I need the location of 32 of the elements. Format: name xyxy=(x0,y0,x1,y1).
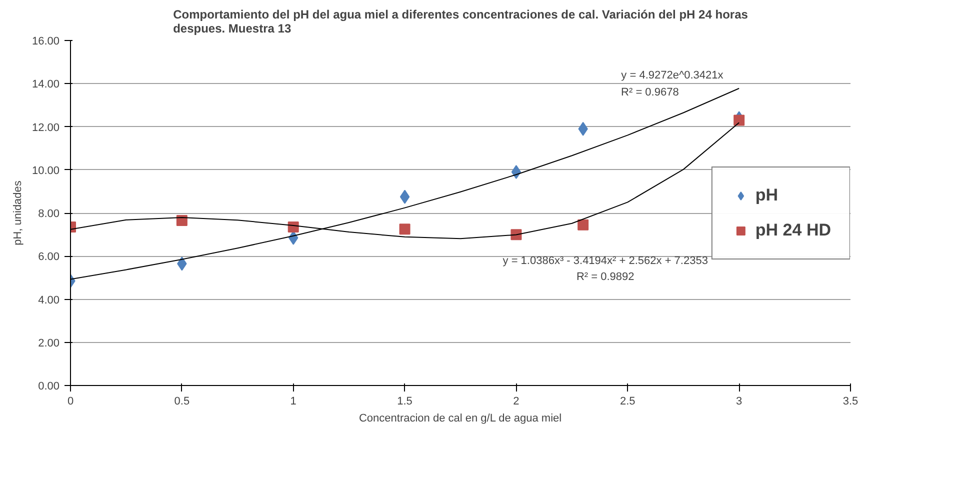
y-tick-label: 6.00 xyxy=(38,251,60,264)
legend-label: pH xyxy=(755,185,778,205)
point xyxy=(288,222,299,233)
x-axis-title: Concentracion de cal en g/L de agua miel xyxy=(358,412,562,424)
y-tick-label: 0.00 xyxy=(38,380,60,392)
x-tick-label: 2 xyxy=(513,396,520,408)
chart-title: Comportamiento del pH del agua miel a diferentes concentraciones de cal. Variación del pH 24 horas despues. Muestra 13 xyxy=(173,8,748,36)
annotation: R² = 0.9892 xyxy=(576,271,634,284)
annotation: y = 4.9272e^0.3421x xyxy=(621,69,724,82)
y-axis-title: pH, unidades xyxy=(12,180,24,246)
y-tick-label: 4.00 xyxy=(38,294,60,306)
point xyxy=(734,114,745,126)
x-tick-label: 3.5 xyxy=(842,396,858,408)
point xyxy=(399,224,410,235)
x-tick-label: 1 xyxy=(290,396,296,408)
y-tick-label: 10.00 xyxy=(32,164,60,177)
annotation: R² = 0.9678 xyxy=(621,86,679,99)
annotation: y = 1.0386x³ - 3.4194x² + 2.562x + 7.2353 xyxy=(502,254,708,267)
y-tick-label: 14.00 xyxy=(32,78,60,91)
y-tick-label: 8.00 xyxy=(38,208,60,220)
x-tick-label: 2.5 xyxy=(620,396,636,408)
legend-label: pH 24 HD xyxy=(755,220,831,240)
y-tick-label: 16.00 xyxy=(32,36,60,48)
y-tick-label: 12.00 xyxy=(32,122,60,134)
x-tick-label: 0.5 xyxy=(174,396,190,408)
x-tick-label: 0 xyxy=(67,396,74,408)
x-tick-label: 3 xyxy=(736,396,742,408)
point xyxy=(578,219,589,230)
point xyxy=(400,190,410,204)
point xyxy=(176,215,188,226)
x-tick-label: 1.5 xyxy=(397,396,412,408)
y-tick-label: 2.00 xyxy=(38,337,60,350)
